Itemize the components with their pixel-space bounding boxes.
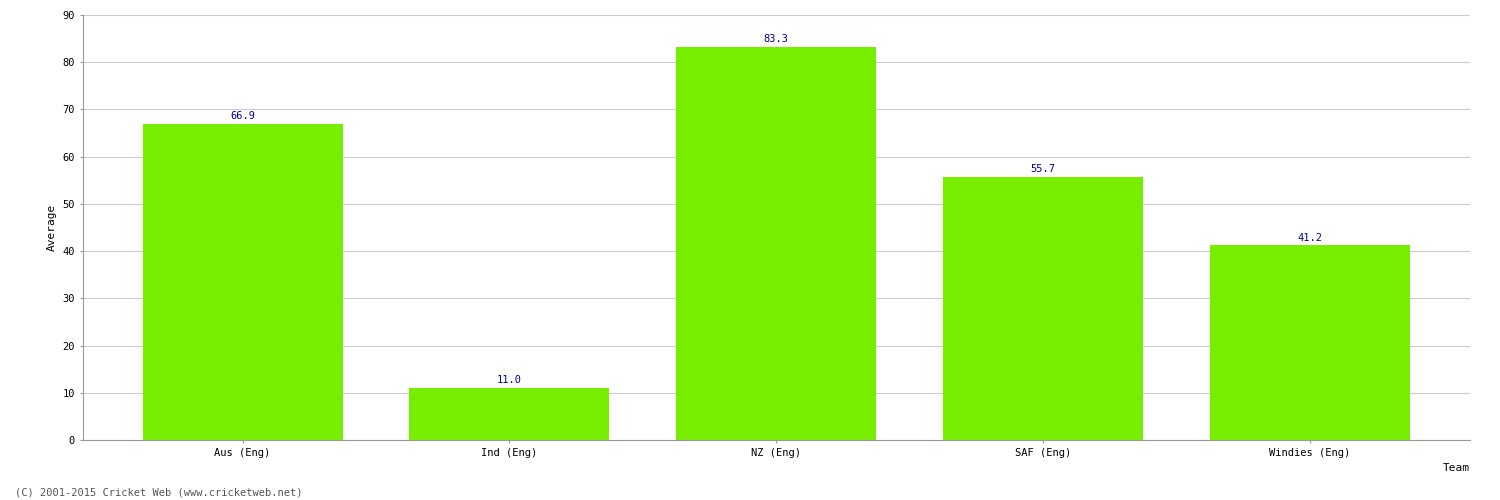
- Bar: [410, 388, 609, 440]
- Text: 83.3: 83.3: [764, 34, 789, 44]
- Text: 55.7: 55.7: [1030, 164, 1056, 174]
- X-axis label: Team: Team: [1443, 463, 1470, 473]
- Bar: [676, 46, 876, 440]
- Text: 66.9: 66.9: [230, 112, 255, 121]
- Text: 11.0: 11.0: [496, 375, 522, 385]
- Bar: [142, 124, 342, 440]
- Bar: [944, 177, 1143, 440]
- Text: 41.2: 41.2: [1298, 232, 1323, 242]
- Y-axis label: Average: Average: [46, 204, 57, 251]
- Text: (C) 2001-2015 Cricket Web (www.cricketweb.net): (C) 2001-2015 Cricket Web (www.cricketwe…: [15, 488, 303, 498]
- Bar: [1210, 246, 1410, 440]
